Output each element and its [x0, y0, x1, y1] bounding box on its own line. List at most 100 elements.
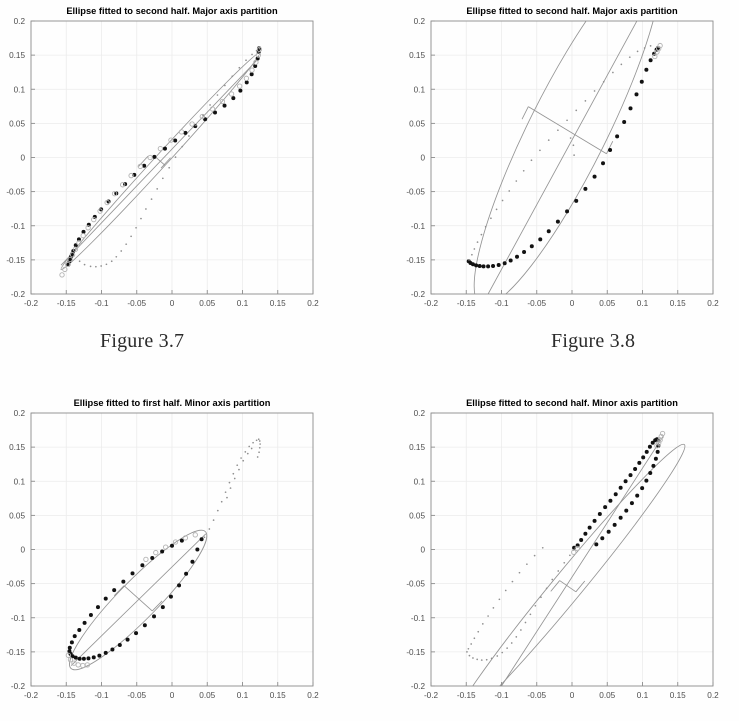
data-point-filled [81, 229, 86, 234]
data-point-dot [245, 59, 247, 62]
data-point-filled [238, 88, 243, 93]
figure-panel-bottom-left: -0.2 -0.15 -0.1 -0.05 0 0.05 0.1 0.15 0.2 0.2 0.15… [0, 392, 340, 710]
data-point-dot [551, 578, 554, 581]
y-axis-tick-label: 0.15 [9, 443, 25, 452]
plot-title: Ellipse fitted to second half. Minor axi… [466, 398, 678, 408]
data-point-filled [600, 536, 605, 541]
tick-marks [30, 412, 314, 687]
data-point-dot [251, 53, 253, 56]
series-fitted-half-markers-gray [59, 46, 263, 278]
data-point-filled [628, 473, 633, 478]
data-point-dot [467, 647, 470, 650]
data-point-filled [623, 479, 628, 484]
data-point-open [189, 121, 195, 127]
data-point-dot [224, 491, 227, 494]
data-point-dot [515, 180, 518, 182]
data-point-open [654, 443, 660, 449]
data-point-filled [633, 466, 638, 471]
y-axis-tick-label: 0 [420, 154, 425, 163]
x-axis-tick-label: 0.1 [637, 299, 649, 308]
y-axis-tick-label: -0.05 [406, 580, 425, 589]
data-point-open [574, 545, 580, 552]
data-point-dot [226, 496, 228, 499]
data-point-open [71, 660, 77, 666]
data-point-dot [181, 145, 184, 148]
x-axis-tick-label: -0.15 [57, 691, 76, 700]
data-point-filled [615, 134, 620, 139]
data-point-filled [522, 250, 527, 255]
data-point-filled [583, 186, 588, 191]
data-point-filled [231, 96, 236, 101]
tick-marks [30, 20, 314, 295]
data-point-dot [520, 629, 522, 631]
data-point-dot [255, 439, 258, 442]
y-axis-tick-label: -0.2 [11, 682, 26, 691]
partition-tick-0 [113, 585, 125, 596]
series-other-half-points [78, 47, 261, 268]
data-point-dot [216, 94, 219, 96]
data-point-dot [526, 563, 528, 566]
data-point-open [243, 75, 250, 81]
y-axis-tick-label: -0.15 [406, 648, 425, 657]
data-point-dot [541, 546, 544, 549]
x-axis-tick-label: 0.05 [199, 691, 215, 700]
x-axis-tick-label: 0.15 [670, 691, 686, 700]
data-point-dot [649, 45, 652, 47]
data-point-dot [115, 255, 118, 258]
x-axis-tick-label: 0.15 [270, 299, 286, 308]
data-point-filled [644, 449, 649, 454]
figure-caption-3-8: Figure 3.8 [551, 330, 636, 352]
y-axis-tick-label: 0.1 [414, 85, 426, 94]
data-point-dot [569, 554, 571, 557]
data-point-filled [121, 579, 126, 584]
x-axis-tick-label: -0.05 [127, 691, 146, 700]
data-point-dot [145, 208, 147, 210]
data-point-open [67, 657, 74, 663]
data-point-open [256, 46, 263, 52]
plot-svg-bottom-right: -0.2 -0.15 -0.1 -0.05 0 0.05 0.1 0.15 0.2 0.2 0.15… [406, 398, 719, 700]
y-axis-tick-label: 0.05 [409, 511, 425, 520]
y-axis-tick-label: 0.05 [9, 511, 25, 520]
y-axis-tick-label: -0.15 [6, 256, 25, 265]
data-point-dot [547, 139, 550, 141]
data-point-dot [480, 233, 483, 236]
x-axis-tick-label: 0.2 [707, 299, 719, 308]
data-point-open [182, 535, 189, 541]
data-point-filled [117, 643, 122, 648]
data-layer [59, 46, 263, 278]
data-point-filled [162, 146, 167, 151]
data-point-dot [572, 548, 575, 551]
x-axis-tick-label: 0 [570, 299, 575, 308]
data-point-dot [471, 253, 473, 256]
data-point-dot [540, 596, 542, 599]
data-point-open [658, 433, 664, 440]
data-point-dot [100, 265, 102, 267]
data-point-dot [534, 604, 537, 607]
x-axis-tick-label: 0.2 [707, 691, 719, 700]
data-point-filled [97, 653, 102, 658]
data-point-open [62, 266, 68, 273]
series-other-half-points [203, 438, 261, 539]
data-point-open [153, 549, 159, 556]
data-point-filled [183, 130, 188, 135]
x-axis-tick-label: 0 [570, 691, 575, 700]
data-point-filled [648, 58, 653, 63]
data-point-filled [177, 583, 182, 588]
data-layer [450, 430, 686, 686]
data-point-dot [557, 129, 559, 132]
data-point-filled [613, 492, 618, 497]
data-point-dot [545, 587, 548, 590]
y-axis-tick-label: 0.2 [414, 17, 426, 26]
data-point-open [69, 252, 76, 258]
x-axis-tick-label: -0.1 [94, 691, 109, 700]
data-point-filled [199, 537, 204, 542]
data-point-dot [530, 159, 533, 162]
data-point-filled [486, 264, 491, 269]
data-point-open [80, 232, 86, 239]
data-point-dot [593, 90, 596, 92]
data-point-filled [477, 264, 482, 269]
data-point-filled [77, 628, 82, 633]
data-point-dot [468, 259, 470, 261]
data-point-open [253, 59, 259, 65]
